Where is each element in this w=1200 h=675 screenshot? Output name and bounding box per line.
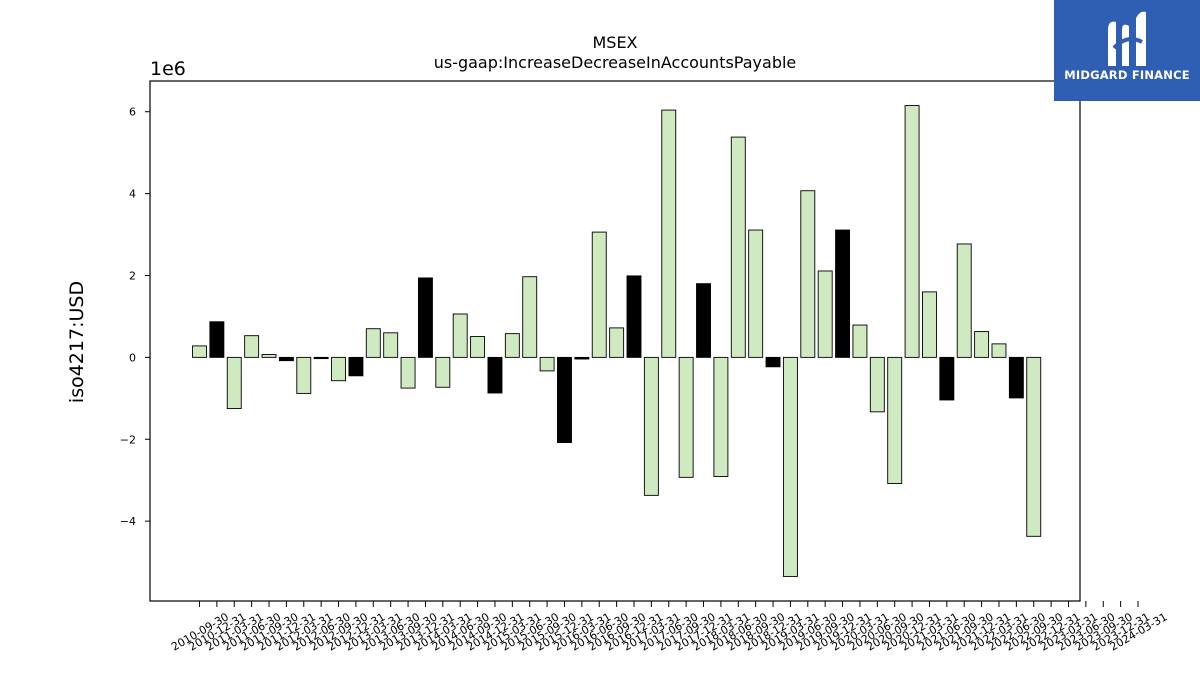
bar — [904, 105, 920, 358]
bar — [313, 356, 329, 360]
bar — [400, 356, 416, 389]
bar — [539, 356, 555, 372]
bar — [244, 335, 260, 358]
bar — [383, 332, 399, 358]
bar — [591, 231, 607, 358]
bar — [800, 190, 816, 358]
bar — [713, 356, 729, 477]
bar — [643, 356, 659, 496]
bar — [452, 313, 468, 358]
bar — [748, 229, 764, 358]
y-tick-label: 0 — [129, 351, 136, 364]
logo-text: MIDGARD FINANCE — [1064, 68, 1190, 82]
bar — [365, 328, 381, 358]
plot-frame — [149, 80, 1081, 602]
bar — [974, 331, 990, 358]
bar — [852, 324, 868, 358]
bar — [956, 243, 972, 358]
chart-title: MSEX — [592, 33, 637, 52]
bar — [782, 356, 798, 577]
bar — [226, 356, 242, 410]
bar — [609, 327, 625, 358]
bar — [574, 356, 590, 360]
y-tick-label: 4 — [129, 188, 136, 201]
bar — [626, 275, 642, 358]
bar — [1008, 356, 1024, 399]
bar — [922, 291, 937, 358]
bar — [939, 356, 955, 401]
logo-mark-icon — [1108, 11, 1146, 67]
bar — [504, 333, 520, 358]
bar — [296, 356, 312, 394]
bar — [696, 283, 711, 358]
bar — [887, 356, 903, 484]
y-axis-label: iso4217:USD — [66, 281, 88, 403]
bar — [730, 136, 746, 358]
y-axis-ticks: −4 −2 0 2 4 6 — [120, 106, 150, 528]
y-tick-label: −2 — [120, 433, 136, 446]
bar — [192, 345, 207, 358]
x-axis-ticks: 2010-09-302010-12-312011-03-312011-06-30… — [169, 601, 1170, 654]
bar — [209, 321, 225, 358]
bar — [470, 336, 486, 358]
brand-logo: MIDGARD FINANCE — [1054, 0, 1200, 101]
y-tick-label: 2 — [129, 269, 136, 282]
bar — [522, 276, 538, 358]
bar — [678, 356, 694, 478]
bar — [348, 356, 364, 377]
bar — [835, 229, 851, 358]
bar — [765, 356, 781, 368]
bar — [417, 277, 433, 358]
bar — [817, 270, 833, 358]
bar — [278, 356, 294, 362]
y-tick-label: −4 — [120, 515, 136, 528]
bar — [261, 354, 277, 358]
bar — [435, 356, 451, 388]
bar — [557, 356, 572, 444]
bar — [869, 356, 885, 413]
bar — [991, 343, 1007, 358]
bar — [487, 356, 503, 394]
bar-group — [192, 105, 1042, 577]
y-tick-label: 6 — [129, 106, 136, 119]
bar — [661, 109, 677, 358]
chart-subtitle: us-gaap:IncreaseDecreaseInAccountsPayabl… — [434, 53, 797, 72]
bar — [1026, 356, 1042, 537]
bar — [331, 356, 346, 382]
y-axis-offset-label: 1e6 — [150, 58, 186, 80]
